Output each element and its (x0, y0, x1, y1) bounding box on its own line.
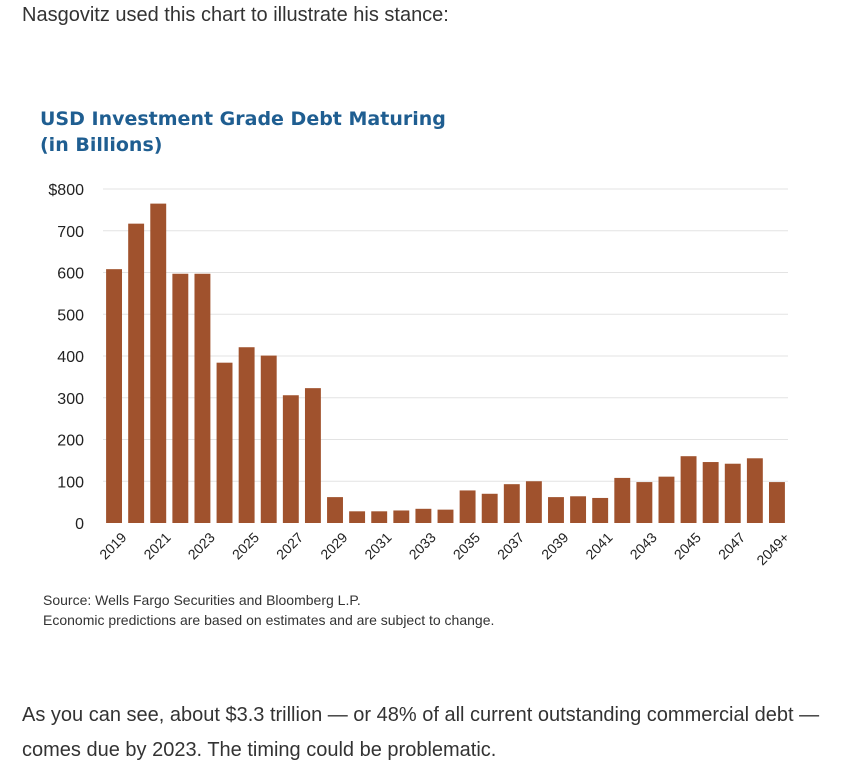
y-axis-ticks: 0 100 200 300 400 500 600 700 $800 (48, 182, 84, 533)
y-tick-label: 100 (57, 474, 84, 491)
x-tick-label: 2033 (406, 529, 439, 562)
x-tick-label: 2037 (494, 529, 527, 562)
x-tick-label: 2023 (185, 529, 218, 562)
bar-2048 (746, 458, 763, 523)
outro-text: As you can see, about $3.3 trillion — or… (22, 704, 820, 761)
bar-2045 (680, 456, 697, 523)
bar-2029 (327, 497, 343, 523)
bar-2030 (349, 511, 366, 523)
y-tick-label: 400 (57, 349, 84, 366)
x-tick-label: 2029 (317, 529, 350, 562)
intro-text: Nasgovitz used this chart to illustrate … (22, 4, 449, 26)
bar-2047 (724, 463, 741, 523)
bar-2042 (614, 477, 631, 523)
x-tick-label: 2047 (715, 529, 748, 562)
bar-2040 (570, 496, 587, 523)
bar-2021 (150, 203, 167, 524)
y-tick-label: 700 (57, 224, 84, 241)
bar-2026 (260, 355, 277, 523)
x-tick-label: 2025 (229, 529, 262, 562)
bar-2049+ (768, 482, 785, 523)
x-tick-label: 2019 (96, 529, 129, 562)
bar-2035 (459, 490, 476, 523)
x-tick-label: 2045 (671, 529, 704, 562)
bar-2044 (658, 476, 675, 523)
bar-2034 (437, 509, 454, 523)
bar-2046 (702, 462, 719, 523)
y-tick-label: $800 (48, 182, 84, 199)
bar-2043 (636, 482, 653, 523)
x-tick-label: 2027 (273, 529, 306, 562)
bar-2023 (194, 273, 211, 523)
bar-2022 (172, 273, 189, 523)
bar-2038 (525, 481, 542, 523)
chart-subtitle: (in Billions) (40, 134, 162, 156)
bar-2039 (548, 497, 564, 523)
bar-2027 (282, 395, 299, 523)
x-tick-label: 2049+ (753, 529, 792, 568)
x-tick-label: 2031 (361, 529, 394, 562)
debt-maturity-chart: USD Investment Grade Debt Maturing (in B… (40, 108, 792, 628)
y-tick-label: 500 (57, 307, 84, 324)
y-tick-label: 300 (57, 391, 84, 408)
x-tick-label: 2043 (627, 529, 660, 562)
y-tick-label: 0 (75, 516, 84, 533)
x-tick-label: 2039 (538, 529, 571, 562)
bar-2028 (304, 388, 321, 523)
bar-2032 (393, 510, 410, 523)
bar-2037 (503, 484, 520, 523)
y-tick-label: 200 (57, 433, 84, 450)
bar-2024 (216, 362, 233, 523)
x-tick-label: 2035 (450, 529, 483, 562)
bar-2020 (128, 223, 145, 523)
bar-2033 (415, 508, 432, 523)
y-tick-label: 600 (57, 266, 84, 283)
x-tick-label: 2041 (582, 529, 615, 562)
x-axis-ticks: 2019 2021 2023 2025 2027 2029 2031 2033 2035 2037… (96, 529, 792, 568)
bar-2019 (106, 269, 123, 523)
bar-2025 (238, 347, 255, 523)
x-tick-label: 2021 (140, 529, 173, 562)
disclaimer-note: Economic predictions are based on estima… (43, 612, 494, 628)
bar-2036 (481, 493, 498, 523)
bar-2031 (371, 511, 388, 523)
bar-2041 (592, 497, 609, 523)
bars (106, 203, 785, 524)
chart-title: USD Investment Grade Debt Maturing (40, 108, 446, 130)
source-note: Source: Wells Fargo Securities and Bloom… (43, 592, 361, 608)
